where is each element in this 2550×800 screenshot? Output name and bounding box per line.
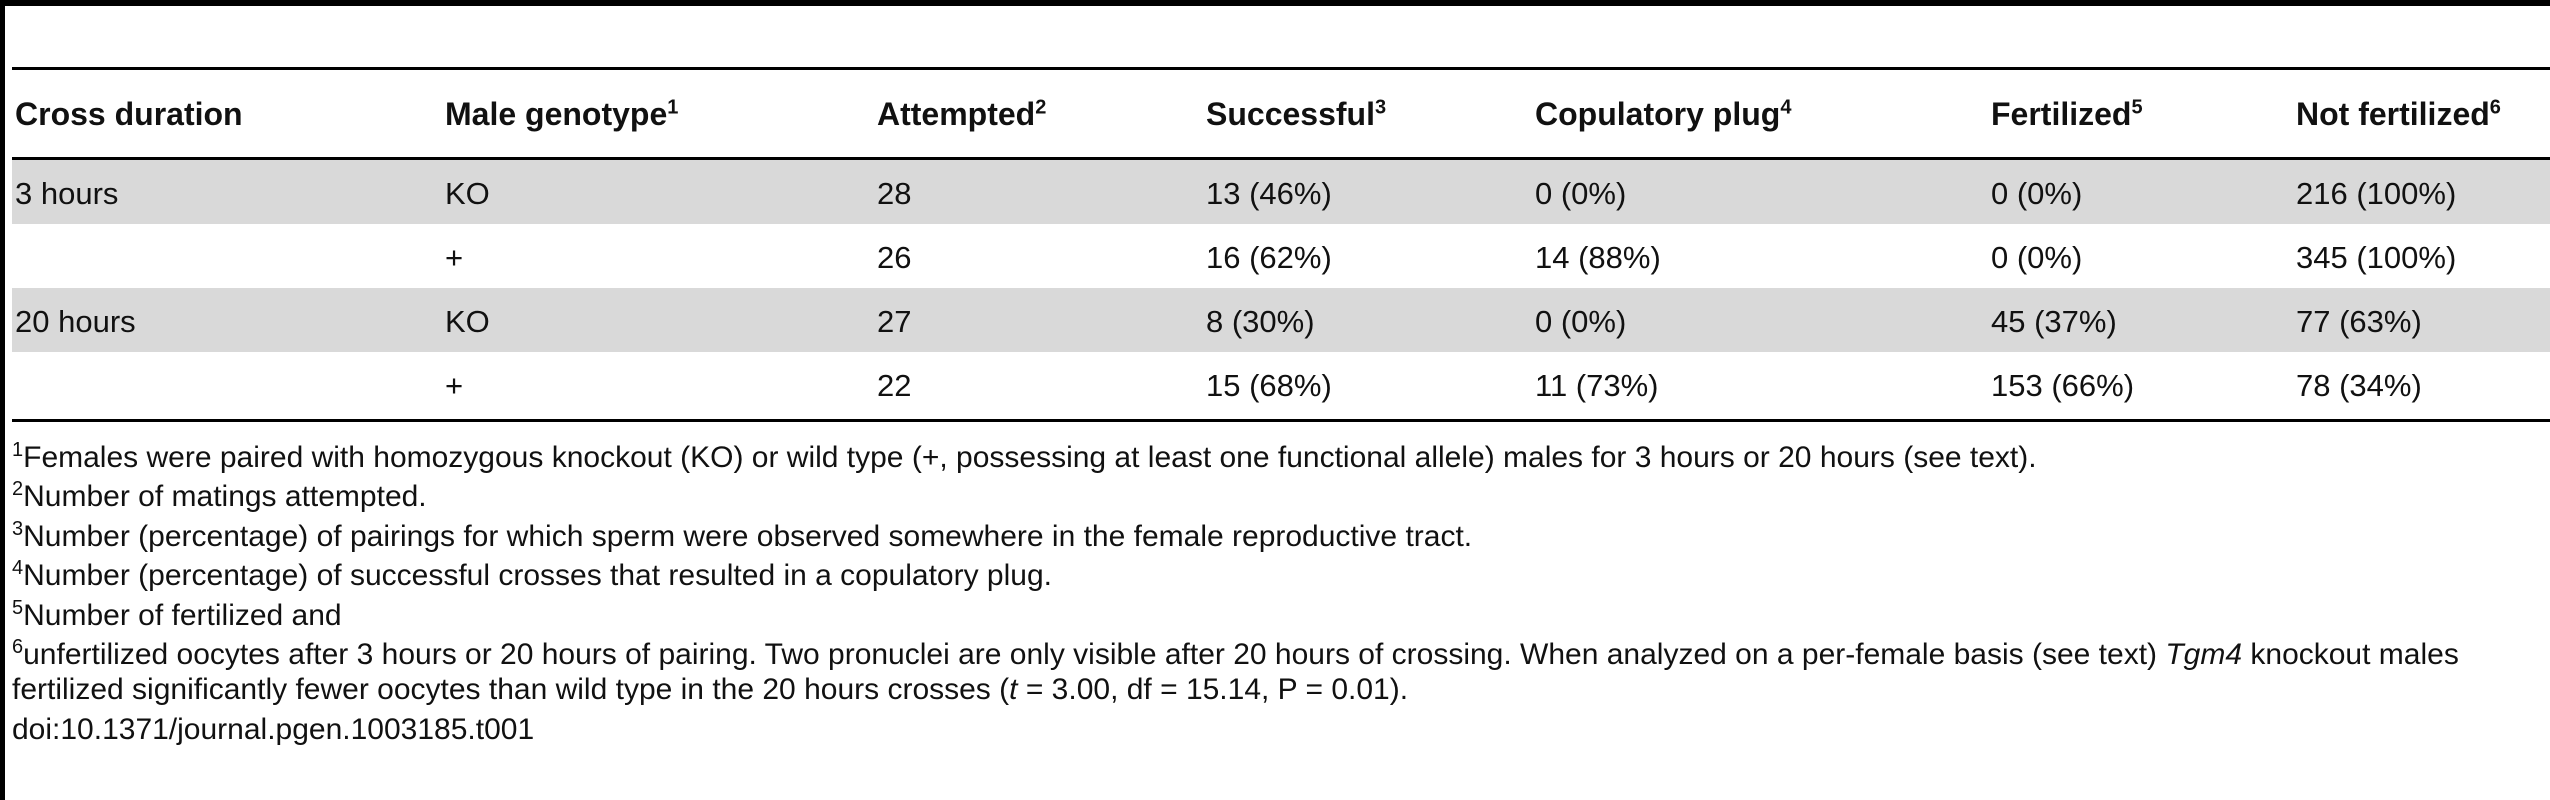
header-fertilized: Fertilized5 [1991, 96, 2143, 132]
footnote-2: 2Number of matings attempted. [12, 478, 427, 514]
cell-fertilized: 0 (0%) [1991, 176, 2083, 211]
cell-male-genotype: KO [445, 304, 490, 339]
cell-successful: 8 (30%) [1206, 304, 1315, 339]
cell-male-genotype: + [445, 240, 464, 275]
cell-attempted: 22 [877, 368, 912, 403]
cell-not-fertilized: 77 (63%) [2296, 304, 2422, 339]
cell-copulatory-plug: 14 (88%) [1535, 240, 1661, 275]
cell-copulatory-plug: 11 (73%) [1535, 368, 1659, 403]
header-bottom-rule [12, 157, 2550, 160]
table-header-row: Cross duration Male genotype1 Attempted2… [12, 70, 2550, 157]
cell-attempted: 26 [877, 240, 912, 275]
footnote-1: 1Females were paired with homozygous kno… [12, 439, 2037, 474]
cell-attempted: 27 [877, 304, 912, 339]
cell-cross-duration: 20 hours [15, 304, 136, 339]
header-copulatory-plug: Copulatory plug4 [1535, 96, 1792, 132]
header-successful: Successful3 [1206, 96, 1387, 132]
table-bottom-rule [12, 419, 2550, 422]
cell-copulatory-plug: 0 (0%) [1535, 176, 1627, 211]
table-row: 3 hours KO 28 13 (46%) 0 (0%) 0 (0%) 216… [12, 160, 2550, 224]
table-row: + 26 16 (62%) 14 (88%) 0 (0%) 345 (100%) [12, 224, 2550, 288]
gene-name: Tgm4 [2165, 637, 2243, 671]
header-not-fertilized: Not fertilized6 [2296, 96, 2501, 132]
cell-not-fertilized: 345 (100%) [2296, 240, 2457, 275]
footnote-6: 6unfertilized oocytes after 3 hours or 2… [12, 635, 2459, 707]
table-row: + 22 15 (68%) 11 (73%) 153 (66%) 78 (34%… [12, 352, 2550, 416]
top-rule [0, 0, 2550, 6]
cell-cross-duration: 3 hours [15, 176, 119, 211]
table-footnotes: 1Females were paired with homozygous kno… [12, 440, 2542, 747]
footnote-3: 3Number (percentage) of pairings for whi… [12, 517, 1473, 553]
cell-successful: 15 (68%) [1206, 368, 1332, 403]
cell-fertilized: 45 (37%) [1991, 304, 2117, 339]
left-border [0, 0, 5, 800]
footnote-4: 4Number (percentage) of successful cross… [12, 557, 1052, 593]
table-row: 20 hours KO 27 8 (30%) 0 (0%) 45 (37%) 7… [12, 288, 2550, 352]
cell-not-fertilized: 78 (34%) [2296, 368, 2422, 403]
cell-copulatory-plug: 0 (0%) [1535, 304, 1627, 339]
header-top-rule [12, 67, 2550, 70]
cell-attempted: 28 [877, 176, 912, 211]
cell-fertilized: 0 (0%) [1991, 240, 2083, 275]
cell-not-fertilized: 216 (100%) [2296, 176, 2457, 211]
t-statistic-symbol: t [1009, 673, 1018, 707]
cell-male-genotype: KO [445, 176, 490, 211]
header-male-genotype: Male genotype1 [445, 96, 679, 132]
footnote-5: 5Number of fertilized and [12, 596, 342, 632]
cell-successful: 13 (46%) [1206, 176, 1332, 211]
cell-fertilized: 153 (66%) [1991, 368, 2135, 403]
cell-successful: 16 (62%) [1206, 240, 1332, 275]
cell-male-genotype: + [445, 368, 464, 403]
header-cross-duration: Cross duration [15, 96, 243, 132]
doi-link[interactable]: doi:10.1371/journal.pgen.1003185.t001 [12, 712, 535, 746]
header-attempted: Attempted2 [877, 96, 1047, 132]
